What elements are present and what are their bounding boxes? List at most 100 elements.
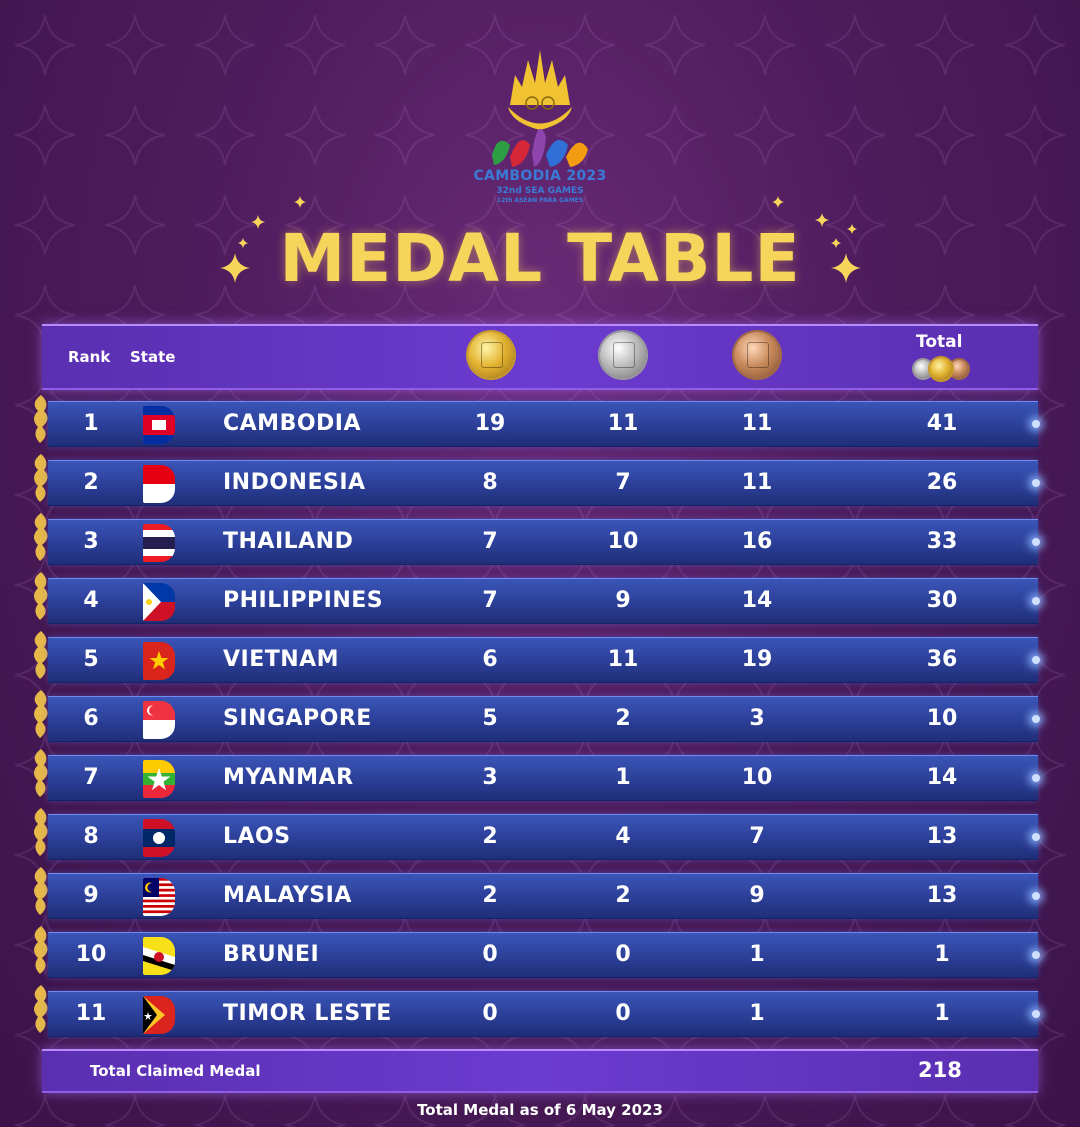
gold-count: 7: [482, 588, 498, 613]
gold-count: 5: [482, 706, 498, 731]
brunei-flag-icon: [143, 937, 175, 975]
state-name: LAOS: [223, 824, 291, 849]
silver-count: 11: [607, 647, 639, 672]
footnote: Total Medal as of 6 May 2023: [417, 1101, 663, 1119]
rank: 5: [83, 647, 99, 672]
table-row: 4 PHILIPPINES 7 9 14 30: [48, 578, 1040, 624]
state-name: THAILAND: [223, 529, 354, 554]
cambodia-flag-icon: [143, 406, 175, 444]
table-row: 11 TIMOR LESTE 0 0 1 1: [48, 991, 1040, 1037]
gold-count: 0: [482, 1001, 498, 1026]
gold-medal-icon: [468, 332, 514, 378]
silver-count: 7: [615, 470, 631, 495]
rank: 4: [83, 588, 99, 613]
total-count: 33: [926, 529, 958, 554]
rank: 10: [75, 942, 107, 967]
table-row: 3 THAILAND 7 10 16 33: [48, 519, 1040, 565]
bronze-count: 11: [741, 470, 773, 495]
timor-leste-flag-icon: [143, 996, 175, 1034]
total-claimed-label: Total Claimed Medal: [90, 1062, 261, 1080]
naga-ornament-icon: [34, 513, 48, 561]
bronze-medal-icon: [734, 332, 780, 378]
mini-bronze-medal-icon: [950, 360, 968, 378]
table-row: 7 MYANMAR 3 1 10 14: [48, 755, 1040, 801]
logo-line1: CAMBODIA 2023: [473, 168, 607, 184]
state-name: VIETNAM: [223, 647, 340, 672]
logo-line3: 12th ASEAN PARA GAMES: [496, 197, 584, 204]
table-row: 9 MALAYSIA 2 2 9 13: [48, 873, 1040, 919]
silver-count: 11: [607, 411, 639, 436]
gold-count: 0: [482, 942, 498, 967]
vietnam-flag-icon: [143, 642, 175, 680]
naga-ornament-icon: [34, 454, 48, 502]
rank: 8: [83, 824, 99, 849]
rank: 3: [83, 529, 99, 554]
laos-flag-icon: [143, 819, 175, 857]
naga-ornament-icon: [34, 926, 48, 974]
state-name: CAMBODIA: [223, 411, 362, 436]
state-name: INDONESIA: [223, 470, 366, 495]
header-state: State: [130, 348, 176, 366]
total-count: 13: [926, 883, 958, 908]
total-count: 1: [934, 1001, 950, 1026]
state-name: MALAYSIA: [223, 883, 352, 908]
naga-ornament-icon: [34, 395, 48, 443]
table-row: 1 CAMBODIA 19 11 11 41: [48, 401, 1040, 447]
gold-count: 3: [482, 765, 498, 790]
silver-count: 9: [615, 588, 631, 613]
mini-gold-medal-icon: [930, 358, 952, 380]
bronze-count: 7: [749, 824, 765, 849]
philippines-flag-icon: [143, 583, 175, 621]
state-name: PHILIPPINES: [223, 588, 384, 613]
myanmar-flag-icon: [143, 760, 175, 798]
gold-count: 19: [474, 411, 506, 436]
indonesia-flag-icon: [143, 465, 175, 503]
table-row: 8 LAOS 2 4 7 13: [48, 814, 1040, 860]
gold-count: 7: [482, 529, 498, 554]
total-count: 36: [926, 647, 958, 672]
table-row: 5 VIETNAM 6 11 19 36: [48, 637, 1040, 683]
silver-count: 1: [615, 765, 631, 790]
malaysia-flag-icon: [143, 878, 175, 916]
bronze-count: 3: [749, 706, 765, 731]
logo-line2: 32nd SEA GAMES: [496, 186, 584, 196]
rank: 6: [83, 706, 99, 731]
rank: 7: [83, 765, 99, 790]
naga-ornament-icon: [34, 985, 48, 1033]
state-name: MYANMAR: [223, 765, 354, 790]
total-claimed-row: Total Claimed Medal 218: [42, 1049, 1038, 1093]
state-name: BRUNEI: [223, 942, 320, 967]
table-header: Rank State Total: [42, 324, 1038, 390]
bronze-count: 16: [741, 529, 773, 554]
page-title: MEDAL TABLE: [279, 220, 801, 297]
rank: 11: [75, 1001, 107, 1026]
naga-ornament-icon: [34, 808, 48, 856]
rank: 9: [83, 883, 99, 908]
bronze-count: 10: [741, 765, 773, 790]
silver-count: 0: [615, 1001, 631, 1026]
total-count: 41: [926, 411, 958, 436]
naga-ornament-icon: [34, 867, 48, 915]
state-name: SINGAPORE: [223, 706, 372, 731]
table-row: 6 SINGAPORE 5 2 3 10: [48, 696, 1040, 742]
sea-games-logo: [492, 50, 588, 167]
silver-count: 0: [615, 942, 631, 967]
silver-medal-icon: [600, 332, 646, 378]
bronze-count: 9: [749, 883, 765, 908]
gold-count: 2: [482, 883, 498, 908]
naga-ornament-icon: [34, 572, 48, 620]
header-total: Total: [916, 332, 963, 352]
silver-count: 4: [615, 824, 631, 849]
table-row: 10 BRUNEI 0 0 1 1: [48, 932, 1040, 978]
bronze-count: 14: [741, 588, 773, 613]
total-count: 26: [926, 470, 958, 495]
total-count: 10: [926, 706, 958, 731]
total-count: 14: [926, 765, 958, 790]
naga-ornament-icon: [34, 690, 48, 738]
total-count: 30: [926, 588, 958, 613]
naga-ornament-icon: [34, 631, 48, 679]
silver-count: 2: [615, 883, 631, 908]
gold-count: 8: [482, 470, 498, 495]
gold-count: 2: [482, 824, 498, 849]
header-rank: Rank: [68, 348, 111, 366]
